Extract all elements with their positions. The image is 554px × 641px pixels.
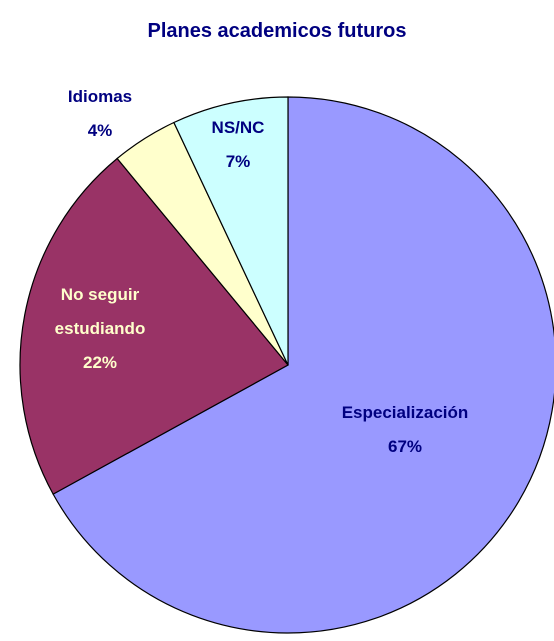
pie-slice (52, 96, 554, 634)
slice-label: NS/NC (212, 118, 265, 137)
slice-label-line: NS/NC (212, 118, 265, 137)
slice-label-line: Especialización (342, 403, 469, 422)
slice-label: Idiomas (68, 87, 132, 106)
value-label: 22% (83, 353, 117, 372)
slice-label-line: estudiando (55, 319, 146, 338)
value-label: 4% (88, 121, 113, 140)
value-label: 7% (226, 152, 251, 171)
chart-title: Planes academicos futuros (148, 20, 407, 42)
slice-label-line: Idiomas (68, 87, 132, 106)
slice-label: No seguir estudiando (55, 285, 146, 338)
value-label: 67% (388, 437, 422, 456)
pie-slice (173, 96, 289, 366)
slice-label: Especialización (342, 403, 469, 422)
slice-label-line: No seguir (61, 285, 140, 304)
pie-slice (19, 157, 289, 495)
